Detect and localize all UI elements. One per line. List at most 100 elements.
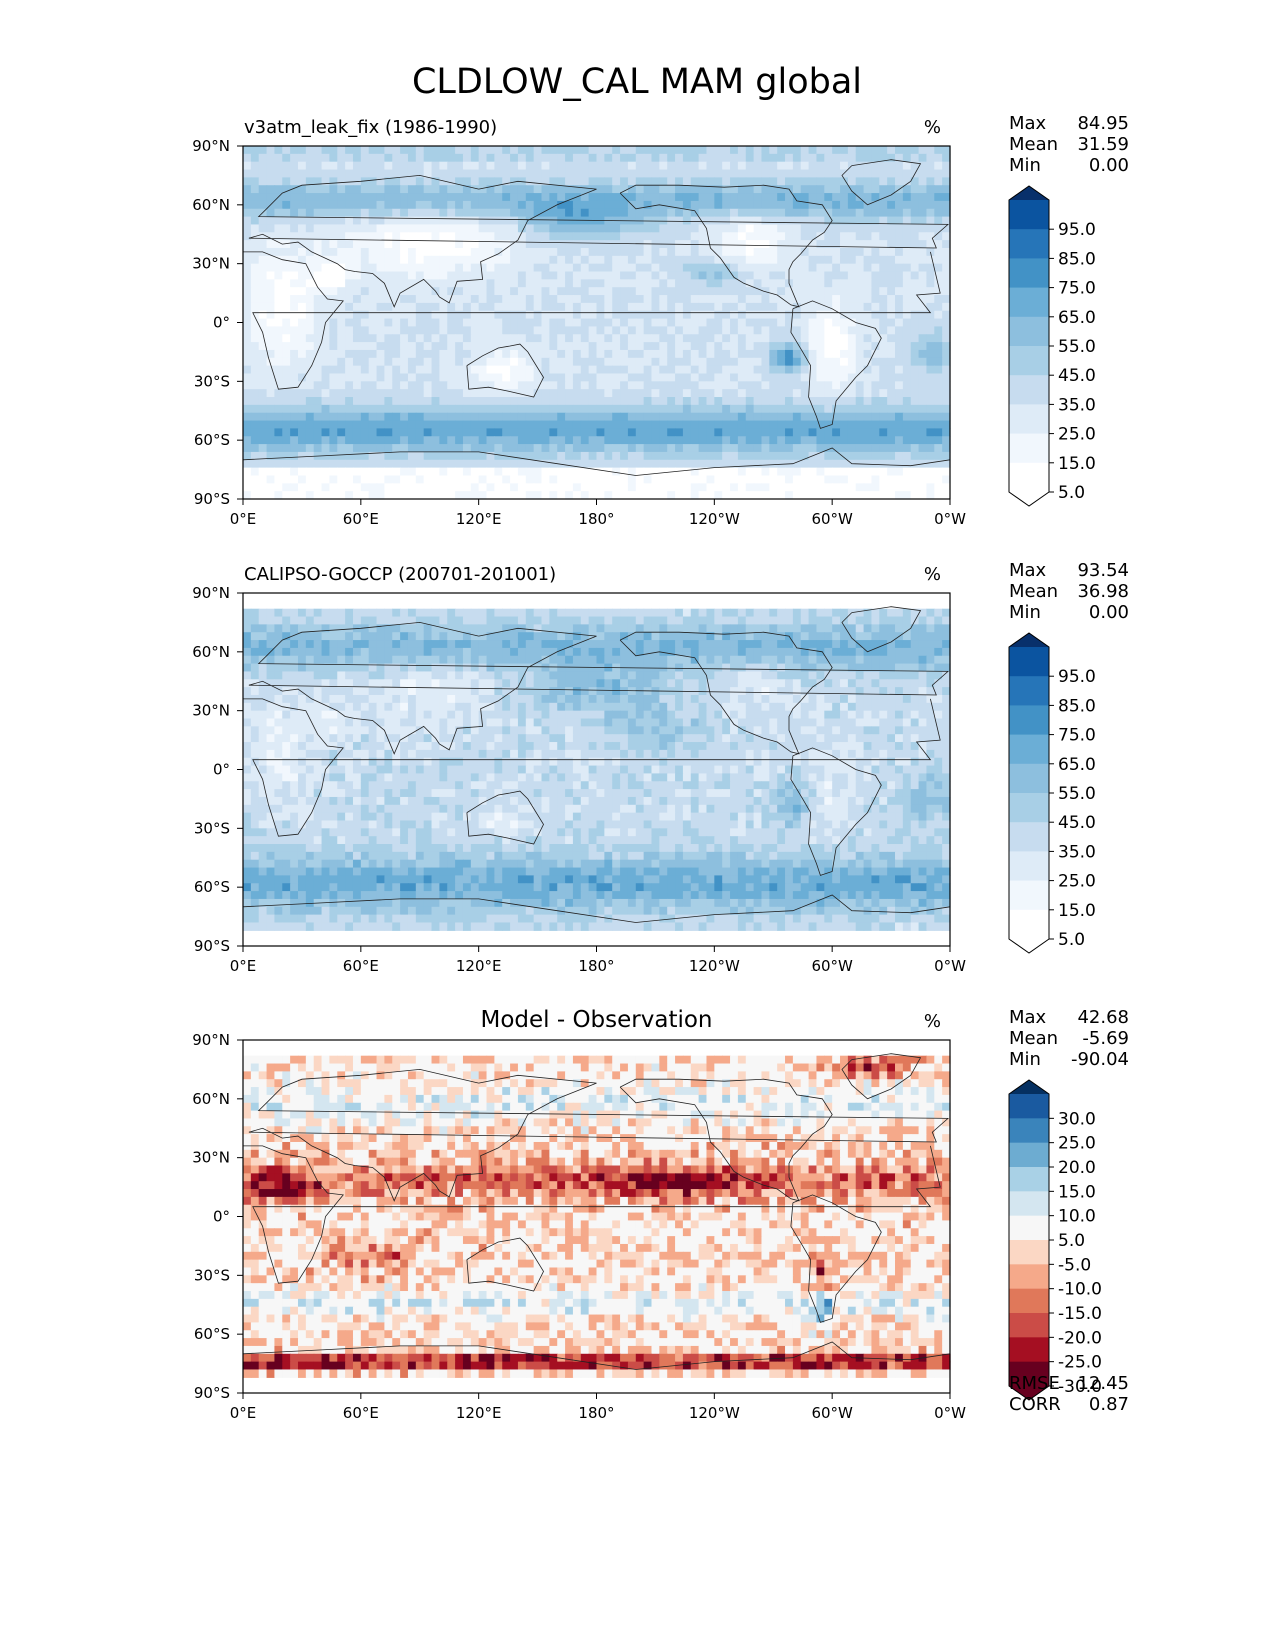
- heatmap-cell: [368, 295, 378, 304]
- heatmap-cell: [510, 287, 519, 296]
- heatmap-cell: [352, 216, 362, 226]
- heatmap-cell: [533, 169, 543, 178]
- heatmap-cell: [376, 224, 385, 233]
- heatmap-cell: [415, 263, 425, 273]
- heatmap-cell: [572, 310, 582, 320]
- heatmap-cell: [447, 632, 456, 641]
- heatmap-cell: [290, 146, 299, 155]
- heatmap-cell: [910, 365, 920, 375]
- heatmap-cell: [714, 436, 723, 445]
- heatmap-cell: [345, 365, 354, 375]
- heatmap-cell: [439, 279, 448, 288]
- heatmap-cell: [675, 647, 684, 657]
- heatmap-cell: [431, 193, 440, 202]
- heatmap-cell: [769, 169, 778, 178]
- heatmap-cell: [651, 318, 660, 328]
- heatmap-cell: [329, 389, 338, 398]
- heatmap-cell: [682, 177, 692, 186]
- heatmap-cell: [651, 334, 660, 343]
- heatmap-cell: [840, 334, 849, 343]
- heatmap-cell: [934, 295, 943, 304]
- heatmap-cell: [431, 444, 440, 453]
- heatmap-cell: [698, 436, 708, 445]
- heatmap-cell: [243, 608, 252, 618]
- heatmap-cell: [510, 146, 519, 155]
- heatmap-cell: [902, 475, 912, 484]
- heatmap-cell: [855, 208, 865, 218]
- heatmap-cell: [667, 185, 676, 194]
- heatmap-cell: [698, 365, 708, 375]
- heatmap-cell: [368, 632, 378, 641]
- heatmap-cell: [352, 436, 362, 445]
- heatmap-cell: [690, 224, 700, 233]
- heatmap-cell: [690, 232, 700, 241]
- heatmap-cell: [635, 153, 645, 163]
- heatmap-cell: [360, 161, 370, 171]
- heatmap-cell: [596, 373, 605, 382]
- heatmap-cell: [290, 200, 299, 210]
- heatmap-cell: [305, 146, 315, 155]
- heatmap-cell: [675, 381, 684, 390]
- colorbar-band: [1009, 404, 1049, 435]
- heatmap-cell: [620, 671, 629, 680]
- heatmap-cell: [274, 632, 283, 641]
- heatmap-cell: [321, 483, 331, 492]
- heatmap-cell: [627, 491, 637, 500]
- heatmap-cell: [651, 232, 660, 241]
- heatmap-cell: [761, 232, 770, 241]
- heatmap-cell: [447, 318, 456, 328]
- heatmap-cell: [816, 624, 825, 633]
- heatmap-cell: [392, 475, 401, 484]
- heatmap-cell: [392, 663, 401, 673]
- heatmap-cell: [502, 232, 511, 241]
- heatmap-cell: [525, 208, 535, 218]
- coastline: [790, 300, 882, 429]
- heatmap-cell: [439, 663, 448, 673]
- heatmap-cell: [769, 483, 778, 492]
- heatmap-cell: [494, 616, 503, 625]
- heatmap-cell: [675, 483, 684, 492]
- heatmap-cell: [847, 255, 857, 265]
- heatmap-cell: [887, 146, 896, 155]
- heatmap-cell: [879, 279, 888, 288]
- heatmap-cell: [400, 616, 409, 625]
- heatmap-cell: [305, 467, 315, 477]
- heatmap-cell: [549, 679, 558, 688]
- heatmap-cell: [533, 295, 543, 304]
- heatmap-cell: [698, 373, 708, 382]
- heatmap-cell: [274, 208, 283, 218]
- heatmap-cell: [792, 326, 802, 335]
- heatmap-cell: [690, 451, 700, 461]
- colorbar-band: [1009, 258, 1049, 289]
- heatmap-cell: [533, 616, 543, 625]
- heatmap-cell: [368, 491, 378, 500]
- heatmap-cell: [855, 483, 865, 492]
- heatmap-cell: [392, 287, 401, 296]
- heatmap-cell: [722, 491, 731, 500]
- heatmap-cell: [455, 608, 464, 618]
- heatmap-cell: [258, 224, 268, 233]
- heatmap-cell: [651, 679, 660, 688]
- heatmap-cell: [462, 412, 472, 422]
- heatmap-cell: [871, 444, 880, 453]
- heatmap-cell: [580, 287, 590, 296]
- heatmap-cell: [447, 381, 456, 390]
- heatmap-cell: [934, 349, 943, 359]
- heatmap-cell: [455, 404, 464, 414]
- heatmap-cell: [737, 436, 747, 445]
- heatmap-cell: [368, 365, 378, 375]
- heatmap-cell: [274, 216, 283, 226]
- heatmap-cell: [918, 632, 928, 641]
- heatmap-cell: [910, 271, 920, 280]
- heatmap-cell: [478, 169, 488, 178]
- heatmap-cell: [706, 608, 715, 618]
- heatmap-cell: [525, 412, 535, 422]
- heatmap-cell: [690, 287, 700, 296]
- heatmap-cell: [423, 146, 433, 155]
- heatmap-cell: [753, 412, 763, 422]
- heatmap-cell: [918, 381, 928, 390]
- heatmap-cell: [557, 404, 566, 414]
- heatmap-cell: [855, 216, 865, 226]
- heatmap-cell: [541, 663, 550, 673]
- heatmap-cell: [761, 342, 770, 351]
